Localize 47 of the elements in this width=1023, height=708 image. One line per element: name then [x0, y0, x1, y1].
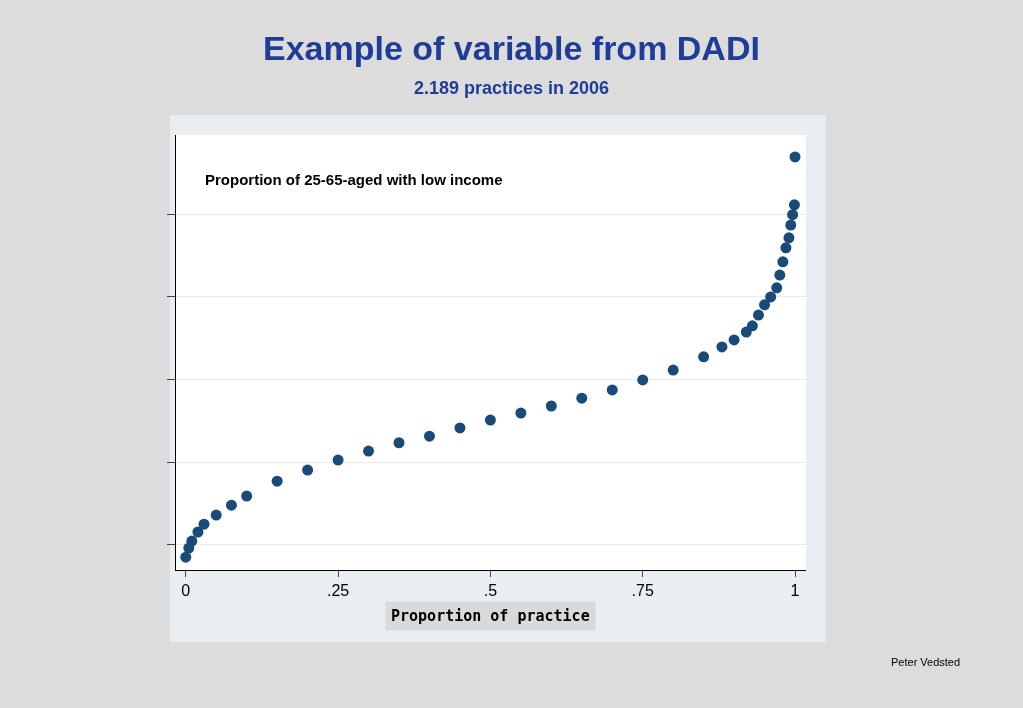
chart-title: Example of variable from DADI [263, 29, 760, 67]
point [789, 151, 801, 163]
point [393, 437, 405, 449]
point [186, 535, 198, 547]
point [545, 400, 557, 412]
point [765, 291, 777, 303]
text: Peter Vedsted [891, 656, 961, 668]
chart-subtitle: 2.189 practices in 2006 [414, 78, 610, 98]
point [746, 320, 758, 332]
point [210, 509, 222, 521]
point [787, 209, 799, 221]
point [698, 351, 710, 363]
point [780, 242, 792, 254]
point [771, 282, 783, 294]
point [180, 551, 192, 563]
x-axis-title: Proportion of practice [391, 607, 590, 625]
point [241, 490, 253, 502]
point [716, 341, 728, 353]
x-tick-label: .5 [483, 582, 498, 600]
point [576, 392, 588, 404]
point [777, 256, 789, 268]
point [788, 199, 800, 211]
point [515, 407, 527, 419]
point [484, 414, 496, 426]
point [637, 374, 649, 386]
x-tick-label: .25 [326, 582, 350, 600]
point [752, 309, 764, 321]
x-tick-label: .75 [631, 582, 654, 600]
point [302, 464, 314, 476]
point [363, 445, 375, 457]
point [759, 299, 771, 311]
point [271, 475, 283, 487]
point [225, 499, 237, 511]
point [606, 384, 618, 396]
x-tick-label: 0 [181, 582, 191, 600]
point [423, 430, 435, 442]
point [332, 454, 344, 466]
point [774, 269, 786, 281]
x-tick-label: 1 [790, 582, 800, 600]
point [667, 364, 679, 376]
point [198, 518, 210, 530]
point [785, 219, 797, 231]
annotation: Proportion of 25-65-aged with low income [205, 171, 503, 188]
point [192, 526, 204, 538]
point [454, 422, 466, 434]
point [728, 334, 740, 346]
point [783, 232, 795, 244]
